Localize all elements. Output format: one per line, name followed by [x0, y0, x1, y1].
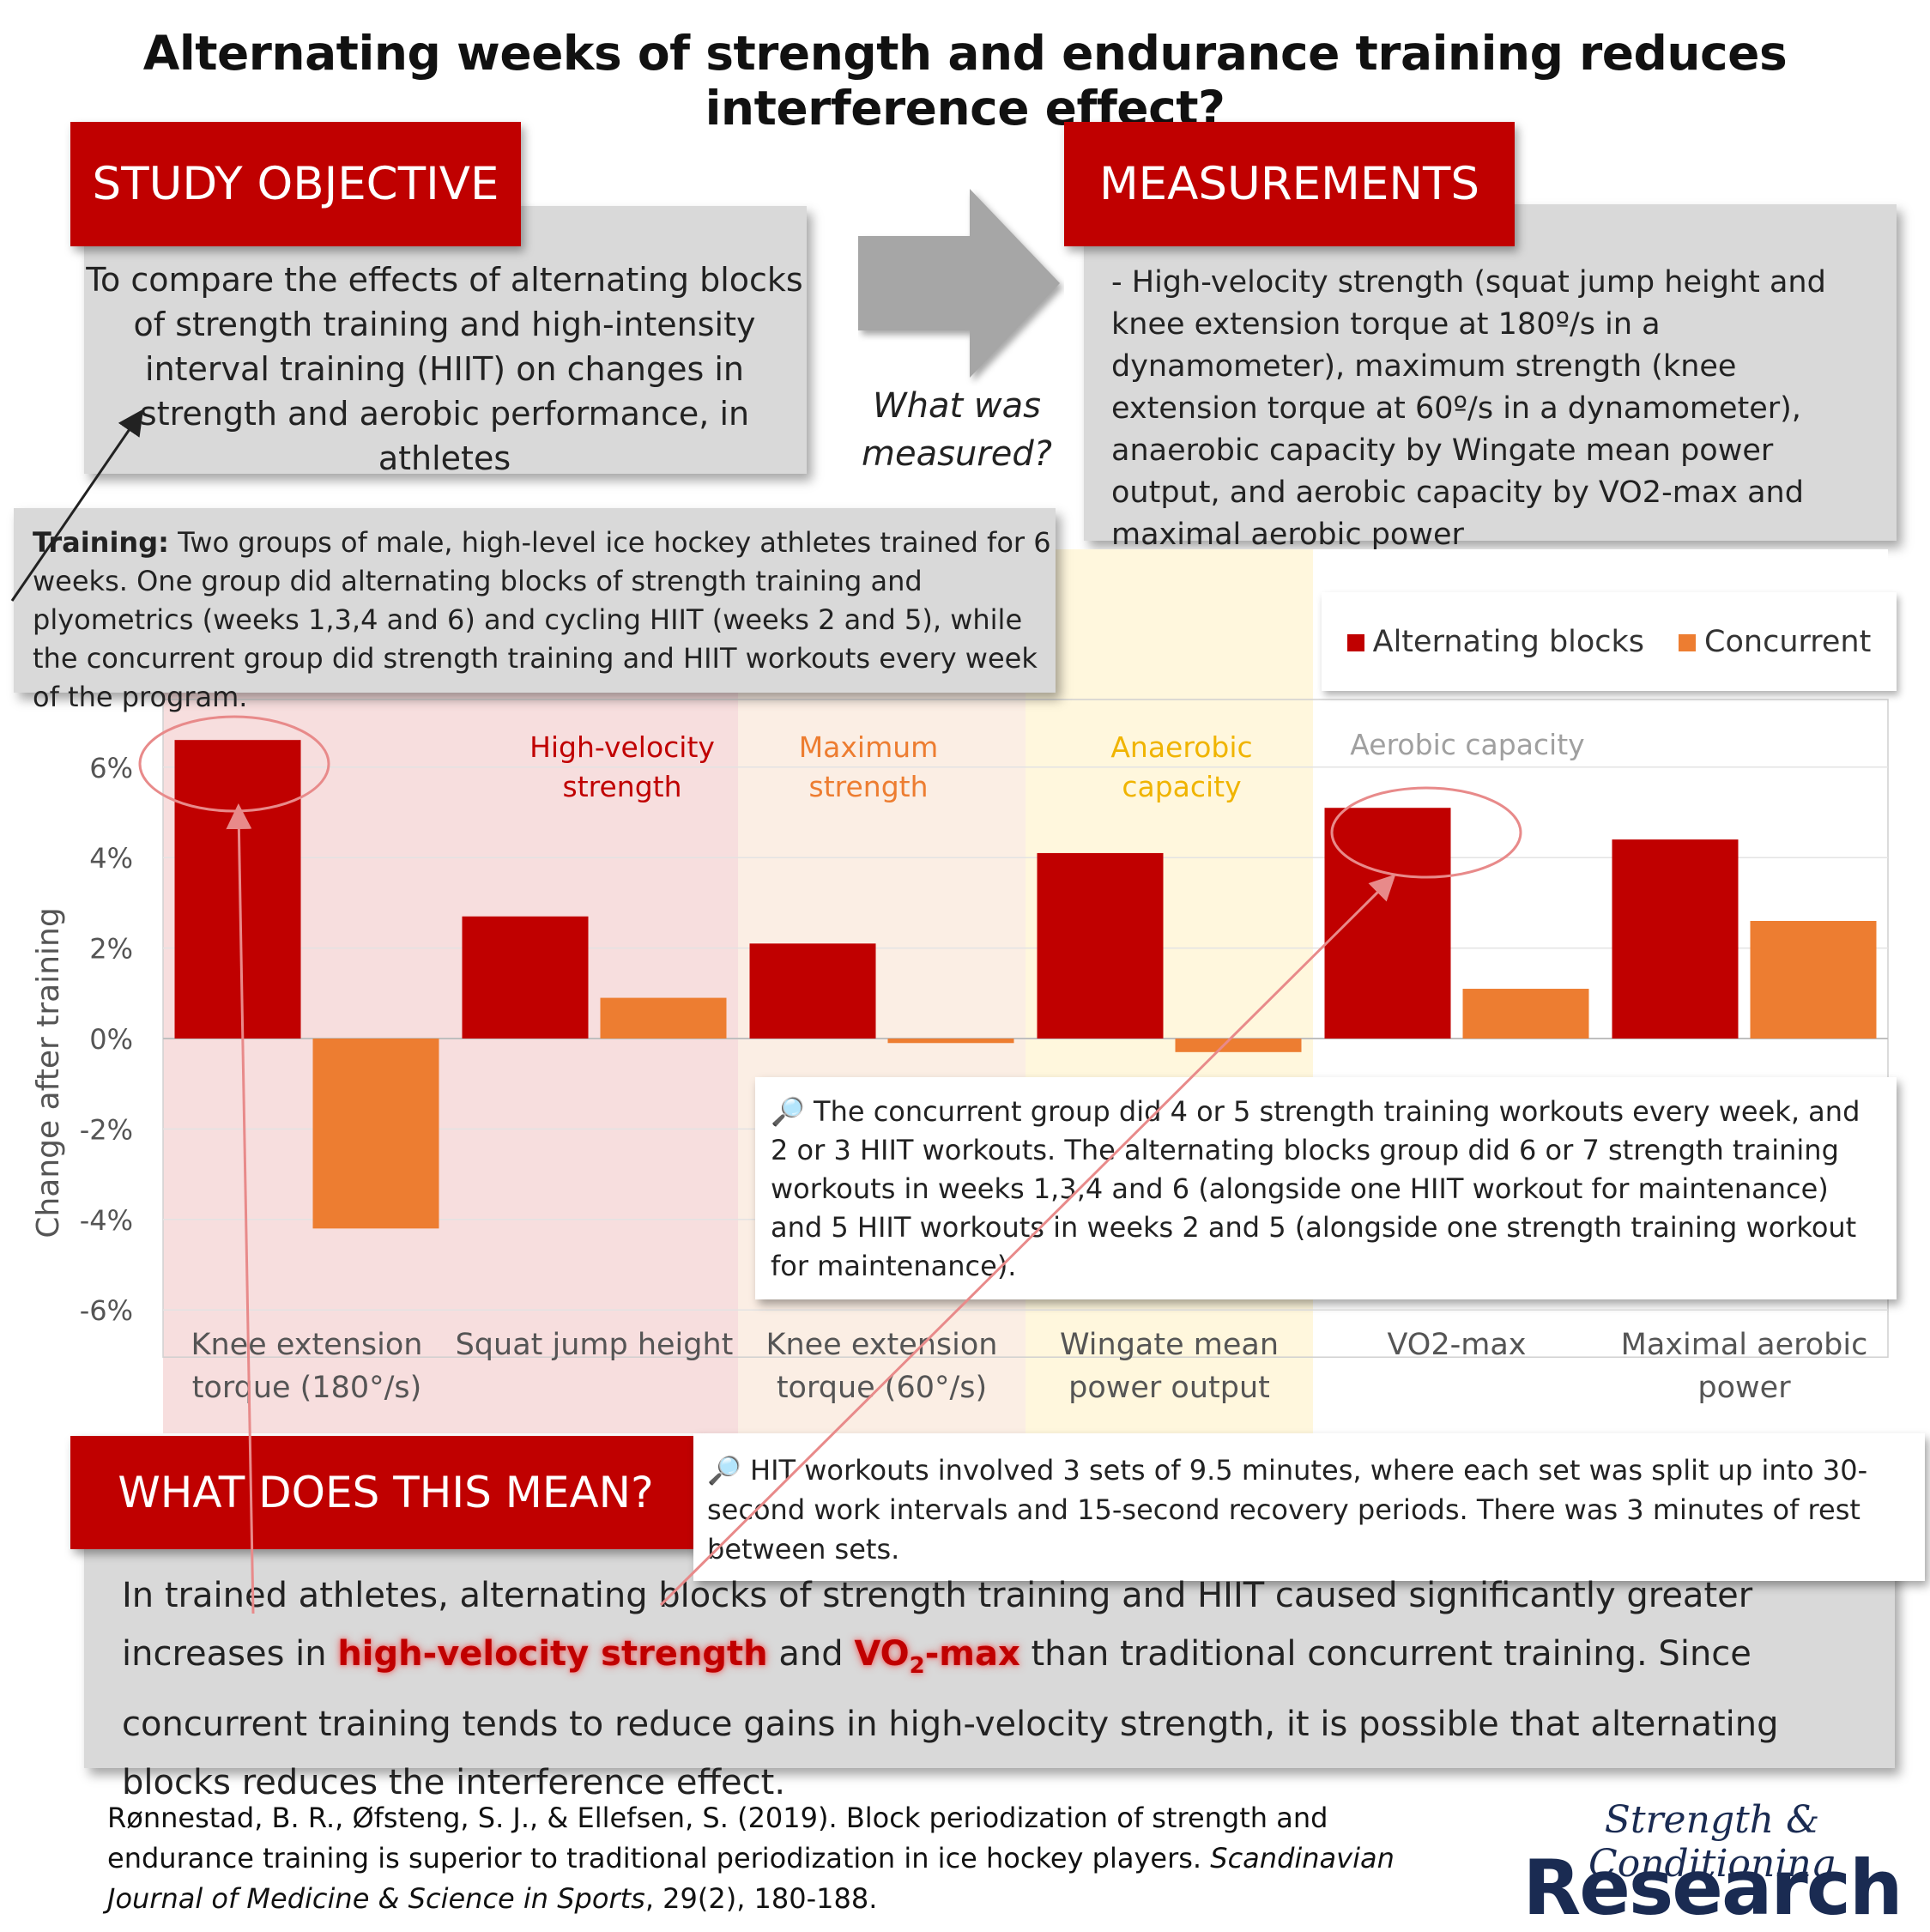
meaning-header: WHAT DOES THIS MEAN?	[70, 1436, 701, 1549]
bar-concurrent-5	[1750, 920, 1877, 1039]
bar-concurrent-2	[887, 1039, 1014, 1044]
right-arrow-icon	[858, 189, 1060, 378]
bar-alternating-0	[174, 740, 301, 1039]
legend-label-concurrent: Concurrent	[1704, 624, 1872, 659]
training-description: Two groups of male, high-level ice hocke…	[33, 526, 1051, 713]
measurements-box	[1084, 204, 1897, 541]
group-label-2-0: Anaerobic	[1110, 730, 1252, 764]
x-tick-label-0-0: Knee extension	[191, 1328, 423, 1362]
group-label-3-0: Aerobic capacity	[1350, 728, 1584, 761]
legend-swatch-alternating	[1346, 633, 1364, 651]
y-tick-label-2: 2%	[89, 933, 133, 966]
reference-authors: Rønnestad, B. R., Øfsteng, S. J., & Elle…	[107, 1802, 1328, 1874]
bar-alternating-3	[1037, 852, 1164, 1039]
objective-header: STUDY OBJECTIVE	[70, 122, 521, 246]
meaning-part2: and	[767, 1634, 855, 1674]
y-axis-label: Change after training	[31, 907, 66, 1238]
x-tick-label-5-1: power	[1697, 1371, 1791, 1405]
x-tick-label-0-1: torque (180°/s)	[192, 1371, 422, 1405]
y-tick-label-6: -6%	[80, 1294, 133, 1327]
objective-text: To compare the effects of alternating bl…	[86, 261, 803, 477]
bar-alternating-1	[462, 916, 589, 1039]
highlight-vo2-suffix: -max	[924, 1634, 1020, 1674]
logo-tagline: Strength & Conditioning	[1588, 1798, 1836, 1886]
highlight-vo2max: VO2-max	[854, 1634, 1020, 1679]
legend-swatch-concurrent	[1679, 633, 1697, 651]
bar-concurrent-1	[600, 997, 727, 1039]
y-tick-label-0: 6%	[89, 752, 133, 784]
legend-item-concurrent: Concurrent	[1679, 625, 1871, 659]
y-tick-label-4: -2%	[80, 1113, 133, 1146]
measurements-header: MEASUREMENTS	[1064, 122, 1515, 246]
legend-label-alternating: Alternating blocks	[1372, 624, 1645, 659]
bar-alternating-2	[749, 943, 876, 1039]
logo-wordmark: Research	[1522, 1844, 1903, 1932]
group-label-1-0: Maximum	[799, 730, 939, 764]
bar-alternating-5	[1612, 839, 1739, 1039]
bar-alternating-4	[1324, 808, 1451, 1039]
bar-concurrent-0	[312, 1039, 439, 1229]
training-text: Training: Two groups of male, high-level…	[33, 524, 1062, 717]
meaning-text: In trained athletes, alternating blocks …	[122, 1566, 1881, 1812]
reference: Rønnestad, B. R., Øfsteng, S. J., & Elle…	[107, 1798, 1480, 1919]
training-label: Training:	[33, 526, 169, 559]
question-text: What was measured?	[862, 386, 1052, 474]
highlight-vo2-subscript: 2	[909, 1653, 925, 1679]
group-label-2-1: capacity	[1122, 770, 1241, 803]
hiit-note: 🔎 HIT workouts involved 3 sets of 9.5 mi…	[693, 1433, 1925, 1581]
y-tick-label-5: -4%	[80, 1204, 133, 1237]
measurements-text: - High-velocity strength (squat jump hei…	[1111, 265, 1826, 552]
reference-journal: Scandinavian Journal of Medicine & Scien…	[107, 1842, 1395, 1915]
x-tick-label-2-0: Knee extension	[766, 1328, 998, 1362]
reference-volume: , 29(2), 180-188.	[644, 1882, 878, 1915]
legend-item-alternating: Alternating blocks	[1346, 624, 1645, 659]
group-label-1-1: strength	[809, 770, 929, 803]
x-tick-label-3-1: power output	[1068, 1371, 1270, 1405]
chart-legend: Alternating blocks Concurrent	[1322, 592, 1897, 691]
objective-box	[84, 206, 807, 474]
group-label-0-1: strength	[563, 770, 682, 803]
x-tick-label-2-1: torque (60°/s)	[777, 1371, 987, 1405]
meaning-part3: than traditional concurrent training. Si…	[122, 1634, 1779, 1802]
y-tick-label-3: 0%	[89, 1023, 133, 1056]
x-tick-label-1-0: Squat jump height	[456, 1328, 734, 1362]
bar-concurrent-3	[1175, 1039, 1302, 1052]
x-tick-label-4-0: VO2-max	[1387, 1328, 1526, 1362]
training-box	[14, 508, 1056, 693]
highlight-high-velocity-strength: high-velocity strength	[337, 1634, 768, 1674]
group-label-0-0: High-velocity	[529, 730, 715, 764]
workouts-note: 🔎 The concurrent group did 4 or 5 streng…	[755, 1077, 1897, 1299]
page-title: Alternating weeks of strength and endura…	[142, 26, 1788, 136]
y-tick-label-1: 4%	[89, 842, 133, 875]
x-tick-label-5-0: Maximal aerobic	[1621, 1328, 1868, 1362]
highlight-vo2-prefix: VO	[854, 1634, 910, 1674]
x-tick-label-3-0: Wingate mean	[1060, 1328, 1279, 1362]
bar-concurrent-4	[1462, 989, 1589, 1039]
